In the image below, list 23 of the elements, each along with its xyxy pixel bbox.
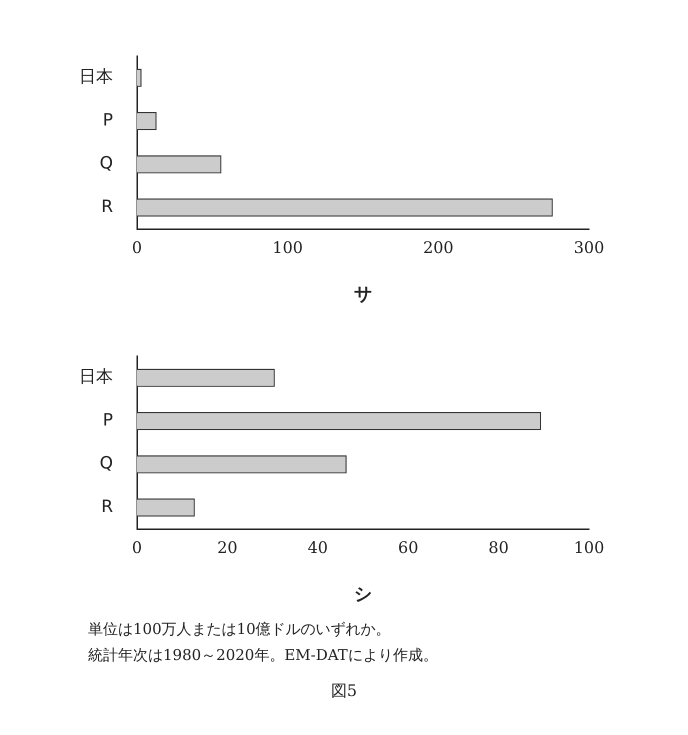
text: 単位は100万人または10億ドルのいずれか。 [88,619,392,640]
x-tick-label: 300 [574,238,604,257]
text: 統計年次は1980～2020年。EM-DATにより作成。 [88,645,439,666]
y-tick-label: Q [100,154,113,174]
x-tick-label: 40 [308,538,328,557]
x-tick-label: 20 [217,538,238,557]
x-tick-label: 80 [488,538,509,557]
x-tick-label: 200 [423,238,454,257]
x-tick-label: 100 [574,538,604,557]
y-tick-label: 日本 [79,367,113,388]
y-tick-label: R [101,496,114,517]
y-tick-label: R [101,196,114,217]
y-tick-label: P [102,110,113,130]
caption: 図5 [330,680,358,702]
x-tick-label: 0 [132,238,142,257]
y-tick-label: Q [100,454,113,474]
y-tick-label: P [102,410,113,430]
y-tick-label: 日本 [79,67,113,88]
x-axis-title: サ [354,284,372,305]
x-axis-title: シ [354,584,372,605]
x-tick-label: 60 [398,538,418,557]
x-tick-label: 0 [132,538,142,557]
x-tick-label: 100 [272,238,303,257]
